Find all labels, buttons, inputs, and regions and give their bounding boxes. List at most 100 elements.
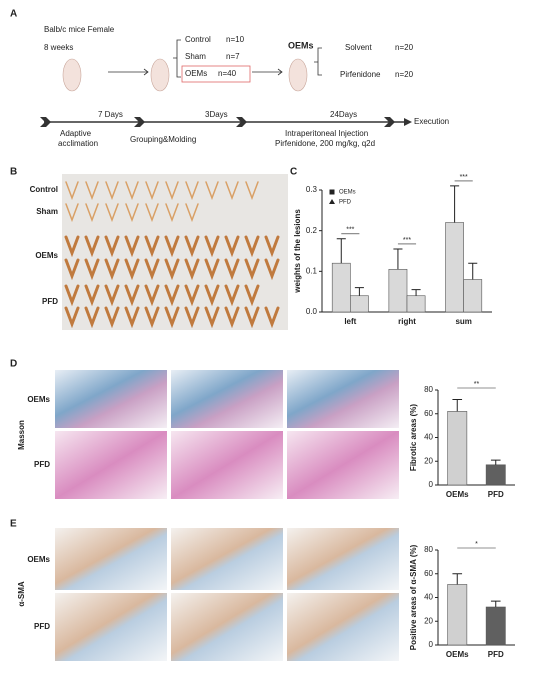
y-tick-label: 20 (424, 456, 433, 465)
error-bar (411, 289, 421, 296)
bar (447, 411, 468, 486)
y-tick-label: 40 (424, 593, 433, 602)
uterus (185, 203, 199, 223)
row-label: PFD (42, 297, 58, 306)
uterus (164, 306, 180, 329)
row-label: OEMs (27, 395, 50, 404)
uterus (125, 203, 139, 223)
y-tick-label: 0.0 (306, 307, 318, 316)
uterus (64, 306, 80, 329)
panel-label: C (290, 167, 297, 178)
significance: *** (460, 174, 468, 181)
text: 8 weeks (44, 43, 73, 52)
text: OEMs (185, 69, 207, 78)
y-tick-label: 40 (424, 433, 433, 442)
error-bar (468, 262, 478, 280)
text: n=7 (226, 52, 240, 61)
uterus (224, 306, 240, 329)
uterus (184, 284, 200, 307)
x-tick-label: left (344, 317, 356, 326)
bar (350, 295, 369, 313)
row-label: Sham (36, 207, 58, 216)
uterus (204, 235, 220, 258)
uterus (264, 258, 280, 281)
bar (445, 222, 464, 313)
uterus (245, 181, 259, 201)
arrows (108, 39, 322, 78)
uterus (224, 258, 240, 281)
uterus (84, 284, 100, 307)
uterus (105, 203, 119, 223)
y-tick-label: 0 (429, 480, 434, 489)
uterus (84, 258, 100, 281)
bar (447, 584, 468, 646)
panel-label: A (10, 9, 17, 20)
error-bar (354, 287, 364, 296)
y-tick-label: 80 (424, 545, 433, 554)
legend-label: PFD (339, 200, 352, 206)
bar (485, 464, 506, 486)
panel-label: D (10, 359, 17, 370)
x-tick-label: PFD (488, 650, 504, 659)
significance: *** (403, 237, 411, 244)
bar (331, 262, 351, 313)
uterus (104, 235, 120, 258)
y-tick-label: 0.1 (306, 266, 318, 275)
text: Balb/c mice Female (44, 25, 115, 34)
text: Pirfenidone, 200 mg/kg, q2d (275, 139, 375, 148)
uterus (144, 284, 160, 307)
uterus (244, 258, 260, 281)
row-label: PFD (34, 622, 50, 631)
legend-label: OEMs (339, 190, 356, 196)
text: OEMs (288, 40, 314, 50)
uterus (164, 235, 180, 258)
chevrons (40, 117, 395, 127)
uterus (185, 181, 199, 201)
error-bar (490, 600, 501, 607)
y-tick-label: 60 (424, 569, 433, 578)
uterus (164, 258, 180, 281)
uterus (85, 181, 99, 201)
uterus (204, 306, 220, 329)
text: n=20 (395, 43, 414, 52)
uterus (104, 258, 120, 281)
uterus (165, 203, 179, 223)
uterus (244, 306, 260, 329)
uterus (165, 181, 179, 201)
legend-marker (329, 189, 335, 195)
photo-row-labels: Control Sham OEMs PFD (30, 185, 59, 306)
panel-label: B (10, 167, 17, 178)
text: acclimation (58, 139, 98, 148)
text: Execution (414, 117, 449, 126)
y-tick-label: 60 (424, 409, 433, 418)
uterus (124, 284, 140, 307)
uterus (84, 306, 100, 329)
y-tick-label: 0.3 (306, 185, 318, 194)
stain-label: Masson (17, 420, 26, 450)
bar (388, 268, 408, 313)
bar (463, 279, 483, 313)
text: Sham (185, 52, 206, 61)
text: 7 Days (98, 110, 123, 119)
uterus (105, 181, 119, 201)
histology (55, 370, 399, 661)
significance: *** (346, 227, 354, 234)
timeline-diagram: Balb/c mice Female 8 weeks Control n=10 … (40, 25, 449, 148)
text: Grouping&Molding (130, 135, 196, 144)
highlight-box (181, 65, 251, 83)
uterus (164, 284, 180, 307)
text: Solvent (345, 43, 372, 52)
panel-label: E (10, 519, 17, 530)
uterus (264, 235, 280, 258)
error-bar (452, 399, 463, 412)
text: Intraperitoneal Injection (285, 129, 368, 138)
uteri (64, 181, 280, 329)
x-tick-label: PFD (488, 490, 504, 499)
uterus (225, 181, 239, 201)
significance: ** (474, 381, 480, 388)
error-bar (490, 459, 501, 465)
error-bar (393, 248, 403, 270)
significance: * (475, 541, 478, 548)
y-tick-label: 0.2 (306, 226, 318, 235)
